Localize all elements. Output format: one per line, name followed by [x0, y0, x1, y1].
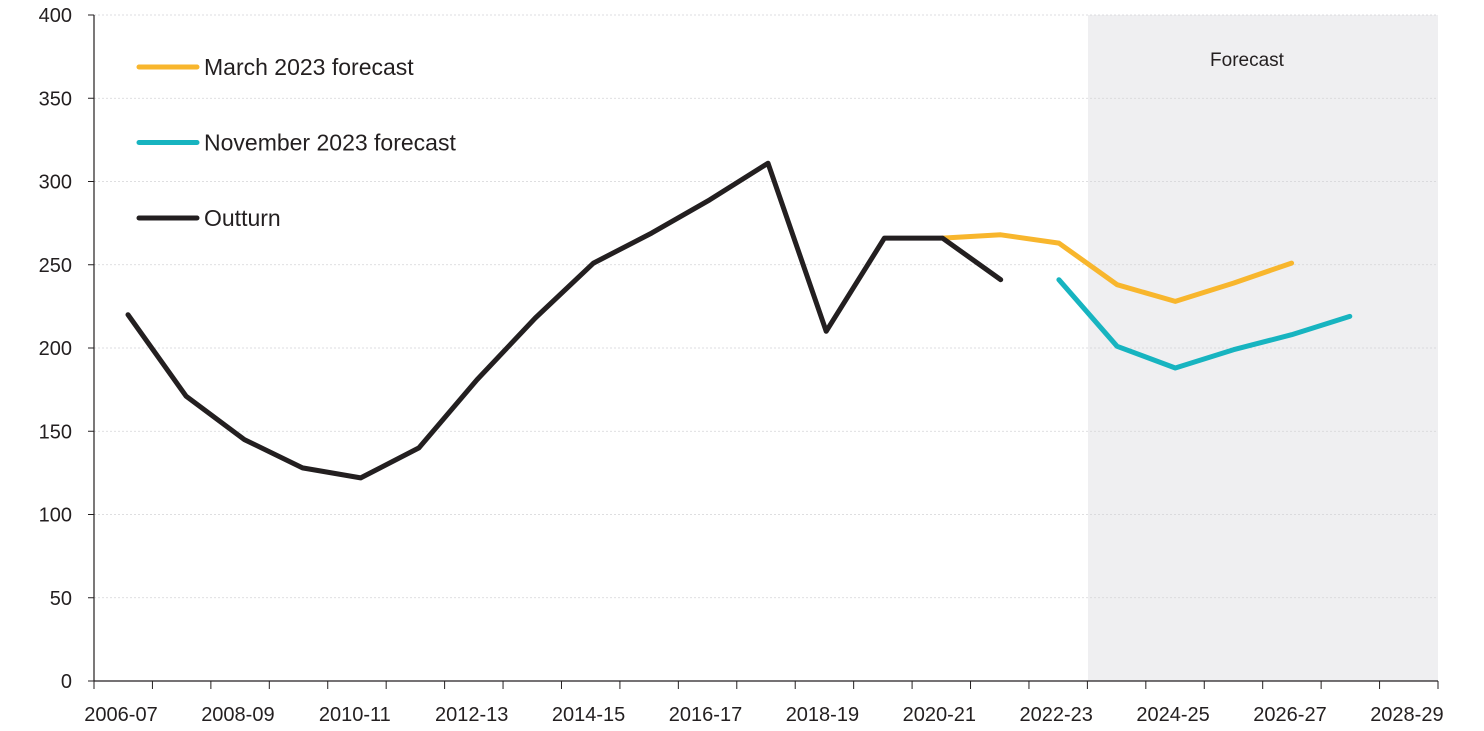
x-tick-label: 2006-07 [84, 704, 157, 726]
legend-label: Outturn [204, 205, 281, 231]
gridlines [94, 14, 1438, 599]
y-tick-label: 0 [61, 671, 72, 693]
legend-label: November 2023 forecast [204, 130, 456, 156]
y-tick-label: 300 [39, 172, 72, 194]
x-tick-label: 2022-23 [1019, 704, 1092, 726]
x-tick-label: 2018-19 [786, 704, 859, 726]
series-line-march-2023-forecast [940, 232, 1295, 304]
series-lines [125, 160, 1353, 481]
legend-label: March 2023 forecast [204, 54, 414, 80]
x-tick-label: 2026-27 [1253, 704, 1326, 726]
x-tick-label: 2008-09 [201, 704, 274, 726]
y-tick-label: 250 [39, 255, 72, 277]
series-line-outturn [125, 160, 1004, 481]
y-tick-label: 400 [39, 5, 72, 27]
x-tick-label: 2014-15 [552, 704, 625, 726]
x-tick-label: 2024-25 [1136, 704, 1209, 726]
x-tick-label: 2020-21 [903, 704, 976, 726]
series-line-november-2023-forecast [1056, 277, 1353, 371]
y-tick-label: 150 [39, 421, 72, 443]
x-tick-label: 2010-11 [319, 704, 391, 726]
legend: March 2023 forecast November 2023 forecas… [136, 54, 456, 231]
y-tick-label: 100 [39, 505, 72, 527]
y-tick-label: 200 [39, 338, 72, 360]
x-tick-label: 2016-17 [669, 704, 742, 726]
y-tick-label: 350 [39, 88, 72, 110]
y-tick-label: 50 [50, 588, 72, 610]
forecast-band-label: Forecast [1210, 50, 1285, 71]
axes: 0 50 100 150 200 250 300 350 400 2006-07 2008-09 20… [39, 5, 1444, 726]
x-tick-label: 2012-13 [435, 704, 508, 726]
x-tick-label: 2028-29 [1370, 704, 1443, 726]
